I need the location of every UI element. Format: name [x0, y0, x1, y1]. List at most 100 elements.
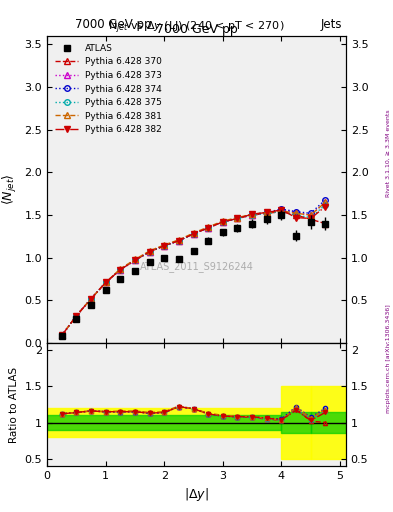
Pythia 6.428 381	[323, 199, 328, 205]
Pythia 6.428 375	[176, 238, 181, 244]
Pythia 6.428 381	[176, 237, 181, 243]
Text: Jets: Jets	[320, 18, 342, 31]
Pythia 6.428 370	[89, 295, 94, 302]
Pythia 6.428 374	[206, 225, 211, 231]
Pythia 6.428 370	[118, 267, 123, 273]
Pythia 6.428 382	[147, 249, 152, 255]
Pythia 6.428 373	[176, 238, 181, 244]
Pythia 6.428 370	[264, 210, 269, 217]
Pythia 6.428 381	[309, 212, 313, 218]
Pythia 6.428 381	[118, 266, 123, 272]
Pythia 6.428 381	[162, 242, 167, 248]
Pythia 6.428 375	[191, 231, 196, 237]
Pythia 6.428 373	[323, 199, 328, 205]
Pythia 6.428 374	[309, 210, 313, 217]
Pythia 6.428 373	[206, 225, 211, 231]
Pythia 6.428 370	[74, 313, 79, 319]
Pythia 6.428 381	[103, 280, 108, 286]
Line: Pythia 6.428 382: Pythia 6.428 382	[59, 204, 328, 338]
Pythia 6.428 370	[206, 225, 211, 231]
Pythia 6.428 375	[250, 212, 255, 218]
Line: Pythia 6.428 370: Pythia 6.428 370	[59, 209, 328, 338]
Pythia 6.428 381	[235, 215, 240, 221]
Bar	[311, 412, 346, 433]
Pythia 6.428 382	[294, 215, 298, 221]
Text: 7000 GeV pp: 7000 GeV pp	[156, 23, 237, 36]
Pythia 6.428 373	[147, 249, 152, 255]
Pythia 6.428 374	[191, 231, 196, 237]
Pythia 6.428 373	[309, 212, 313, 218]
Pythia 6.428 373	[235, 216, 240, 222]
Title: N$_{jet}$ vs $\Delta y$ (LJ) (240 < pT < 270): N$_{jet}$ vs $\Delta y$ (LJ) (240 < pT <…	[108, 19, 285, 36]
Pythia 6.428 373	[103, 280, 108, 286]
Pythia 6.428 381	[294, 210, 298, 217]
Pythia 6.428 374	[235, 216, 240, 222]
Pythia 6.428 375	[89, 295, 94, 302]
Pythia 6.428 382	[309, 216, 313, 222]
Bar	[281, 387, 311, 459]
Pythia 6.428 381	[59, 332, 64, 338]
Pythia 6.428 375	[309, 215, 313, 221]
Y-axis label: Ratio to ATLAS: Ratio to ATLAS	[9, 367, 19, 442]
Pythia 6.428 373	[59, 332, 64, 338]
Line: Pythia 6.428 375: Pythia 6.428 375	[59, 202, 328, 338]
Pythia 6.428 375	[294, 212, 298, 218]
Bar	[47, 408, 281, 437]
Pythia 6.428 374	[118, 267, 123, 273]
Pythia 6.428 375	[264, 210, 269, 217]
Pythia 6.428 381	[147, 248, 152, 254]
Pythia 6.428 381	[264, 209, 269, 216]
Pythia 6.428 373	[264, 210, 269, 217]
Pythia 6.428 381	[220, 218, 225, 224]
Pythia 6.428 382	[220, 219, 225, 225]
Pythia 6.428 370	[294, 212, 298, 218]
Pythia 6.428 382	[279, 207, 284, 213]
Pythia 6.428 382	[323, 203, 328, 209]
Pythia 6.428 375	[147, 249, 152, 255]
Pythia 6.428 373	[294, 209, 298, 216]
Pythia 6.428 374	[220, 219, 225, 225]
Pythia 6.428 375	[206, 225, 211, 231]
Pythia 6.428 381	[191, 230, 196, 236]
Line: Pythia 6.428 374: Pythia 6.428 374	[59, 197, 328, 338]
Pythia 6.428 381	[133, 257, 138, 263]
Pythia 6.428 375	[279, 208, 284, 215]
Line: Pythia 6.428 381: Pythia 6.428 381	[59, 200, 328, 338]
X-axis label: $|\Delta y|$: $|\Delta y|$	[184, 486, 209, 503]
Pythia 6.428 374	[133, 257, 138, 263]
Pythia 6.428 382	[89, 295, 94, 302]
Pythia 6.428 374	[59, 332, 64, 338]
Pythia 6.428 373	[133, 257, 138, 263]
Pythia 6.428 374	[74, 313, 79, 319]
Pythia 6.428 374	[250, 211, 255, 217]
Pythia 6.428 382	[103, 280, 108, 286]
Pythia 6.428 370	[220, 219, 225, 225]
Pythia 6.428 374	[89, 295, 94, 302]
Bar	[281, 412, 311, 433]
Pythia 6.428 382	[264, 209, 269, 216]
Pythia 6.428 370	[176, 238, 181, 244]
Pythia 6.428 374	[323, 197, 328, 203]
Pythia 6.428 375	[133, 257, 138, 263]
Pythia 6.428 375	[162, 243, 167, 249]
Pythia 6.428 370	[191, 231, 196, 237]
Pythia 6.428 375	[59, 332, 64, 338]
Pythia 6.428 382	[235, 216, 240, 222]
Pythia 6.428 374	[176, 238, 181, 244]
Pythia 6.428 373	[74, 313, 79, 319]
Pythia 6.428 374	[279, 206, 284, 212]
Pythia 6.428 381	[206, 224, 211, 230]
Bar	[47, 415, 281, 430]
Pythia 6.428 381	[89, 295, 94, 302]
Text: Rivet 3.1.10, ≥ 3.3M events: Rivet 3.1.10, ≥ 3.3M events	[386, 110, 391, 198]
Pythia 6.428 373	[162, 243, 167, 249]
Pythia 6.428 373	[191, 231, 196, 237]
Pythia 6.428 370	[309, 216, 313, 222]
Line: Pythia 6.428 373: Pythia 6.428 373	[59, 200, 328, 338]
Pythia 6.428 382	[133, 257, 138, 263]
Pythia 6.428 370	[323, 221, 328, 227]
Pythia 6.428 374	[103, 280, 108, 286]
Pythia 6.428 370	[103, 280, 108, 286]
Pythia 6.428 375	[74, 313, 79, 319]
Pythia 6.428 382	[162, 243, 167, 249]
